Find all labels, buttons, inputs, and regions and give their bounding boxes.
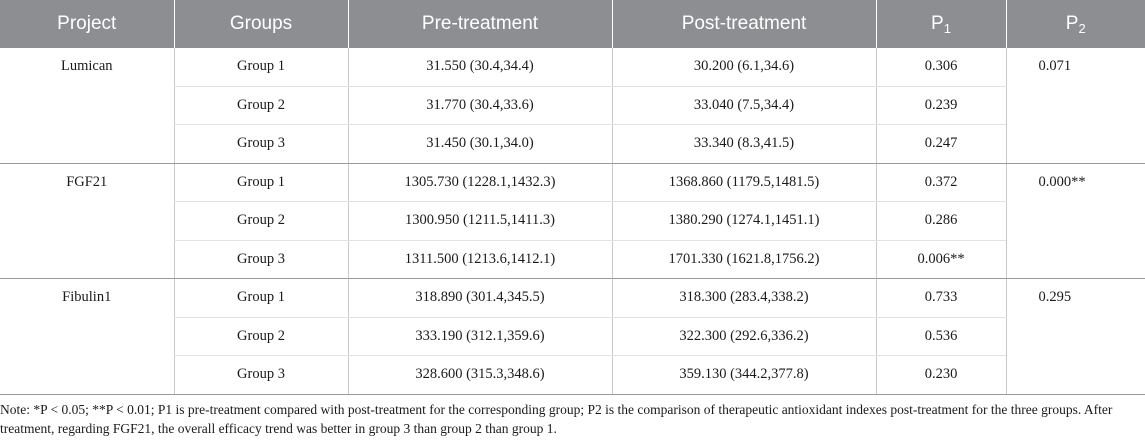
pre-cell: 318.890 (301.4,345.5) — [347, 278, 612, 318]
project-cell: Lumican — [0, 48, 174, 164]
table-row: Lumican Group 1 31.550 (30.4,34.4) 30.20… — [0, 48, 1145, 164]
pre-cell: 1305.730 (1228.1,1432.3) — [347, 163, 612, 202]
post-cell: 359.130 (344.2,377.8) — [611, 355, 876, 395]
table-footnote: Note: *P < 0.05; **P < 0.01; P1 is pre-t… — [0, 402, 1113, 436]
group-cell: Group 3 — [173, 240, 348, 279]
table-row: FGF21 Group 1 1305.730 (1228.1,1432.3) 1… — [0, 163, 1145, 279]
p1-cell: 0.239 — [875, 86, 1006, 125]
post-cell: 1380.290 (1274.1,1451.1) — [611, 201, 876, 241]
pre-cell: 31.550 (30.4,34.4) — [347, 48, 612, 87]
post-cell: 1701.330 (1621.8,1756.2) — [611, 240, 876, 279]
project-cell: FGF21 — [0, 163, 174, 279]
table-row: Group 3 328.600 (315.3,348.6) 359.130 (3… — [0, 355, 1145, 395]
post-cell: 322.300 (292.6,336.2) — [611, 317, 876, 356]
group-cell: Group 1 — [173, 48, 348, 87]
p1-cell: 0.733 — [875, 278, 1006, 318]
p1-cell: 0.306 — [875, 48, 1006, 87]
table-row: Group 2 333.190 (312.1,359.6) 322.300 (2… — [0, 317, 1145, 356]
p1-cell: 0.006** — [875, 240, 1006, 279]
header-p1: P1 — [875, 0, 1006, 48]
table-header-row: Project Groups Pre-treatment Post-treatm… — [0, 0, 1145, 48]
group-cell: Group 2 — [173, 317, 348, 356]
results-table: Project Groups Pre-treatment Post-treatm… — [0, 0, 1145, 395]
pre-cell: 1311.500 (1213.6,1412.1) — [347, 240, 612, 279]
p2-cell: 0.000** — [1005, 163, 1145, 279]
table-row: Group 2 31.770 (30.4,33.6) 33.040 (7.5,3… — [0, 86, 1145, 125]
post-cell: 33.340 (8.3,41.5) — [611, 124, 876, 164]
p1-cell: 0.536 — [875, 317, 1006, 356]
group-cell: Group 1 — [173, 278, 348, 318]
p2-cell: 0.071 — [1005, 48, 1145, 164]
post-cell: 1368.860 (1179.5,1481.5) — [611, 163, 876, 202]
pre-cell: 31.450 (30.1,34.0) — [347, 124, 612, 164]
p1-cell: 0.230 — [875, 355, 1006, 395]
group-cell: Group 1 — [173, 163, 348, 202]
header-groups: Groups — [173, 0, 348, 48]
project-cell: Fibulin1 — [0, 278, 174, 395]
header-pre-treatment: Pre-treatment — [347, 0, 612, 48]
pre-cell: 31.770 (30.4,33.6) — [347, 86, 612, 125]
p1-cell: 0.372 — [875, 163, 1006, 202]
group-cell: Group 3 — [173, 124, 348, 164]
group-cell: Group 2 — [173, 201, 348, 241]
pre-cell: 1300.950 (1211.5,1411.3) — [347, 201, 612, 241]
header-post-treatment: Post-treatment — [611, 0, 876, 48]
p2-cell: 0.295 — [1005, 278, 1145, 395]
group-cell: Group 3 — [173, 355, 348, 395]
group-cell: Group 2 — [173, 86, 348, 125]
p1-cell: 0.286 — [875, 201, 1006, 241]
table-row: Fibulin1 Group 1 318.890 (301.4,345.5) 3… — [0, 278, 1145, 395]
pre-cell: 333.190 (312.1,359.6) — [347, 317, 612, 356]
post-cell: 30.200 (6.1,34.6) — [611, 48, 876, 87]
header-p2: P2 — [1005, 0, 1145, 48]
post-cell: 33.040 (7.5,34.4) — [611, 86, 876, 125]
header-project: Project — [0, 0, 174, 48]
post-cell: 318.300 (283.4,338.2) — [611, 278, 876, 318]
table-row: Group 3 31.450 (30.1,34.0) 33.340 (8.3,4… — [0, 124, 1145, 164]
pre-cell: 328.600 (315.3,348.6) — [347, 355, 612, 395]
table-row: Group 2 1300.950 (1211.5,1411.3) 1380.29… — [0, 201, 1145, 241]
table-row: Group 3 1311.500 (1213.6,1412.1) 1701.33… — [0, 240, 1145, 279]
p1-cell: 0.247 — [875, 124, 1006, 164]
